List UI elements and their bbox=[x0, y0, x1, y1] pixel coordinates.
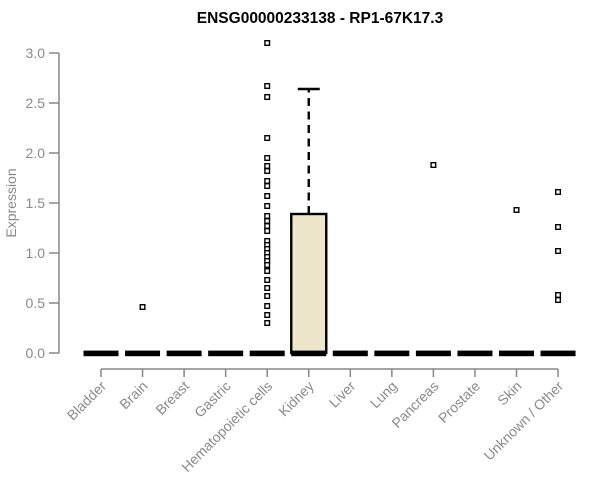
y-tick-label: 0.0 bbox=[26, 345, 46, 361]
median-bar bbox=[166, 350, 202, 357]
box bbox=[290, 212, 328, 355]
y-tick-label: 1.0 bbox=[26, 245, 46, 261]
outlier-point bbox=[264, 285, 271, 292]
outlier-point bbox=[264, 212, 271, 219]
median-bar bbox=[83, 350, 119, 357]
y-tick-label: 3.0 bbox=[26, 45, 46, 61]
median-bar bbox=[332, 350, 368, 357]
chart-title: ENSG00000233138 - RP1-67K17.3 bbox=[197, 10, 444, 27]
median-bar bbox=[249, 350, 285, 357]
median-bar bbox=[374, 350, 410, 357]
x-category-label: Lung bbox=[367, 378, 400, 411]
outlier-point bbox=[264, 182, 271, 189]
outlier-point bbox=[264, 262, 271, 269]
outlier-point bbox=[264, 222, 271, 229]
x-category-label: Prostate bbox=[435, 378, 483, 426]
outlier-point bbox=[555, 188, 562, 195]
median-bar bbox=[125, 350, 161, 357]
outlier-point bbox=[264, 177, 271, 184]
y-tick-label: 1.5 bbox=[26, 195, 46, 211]
outlier-point bbox=[139, 304, 146, 311]
outlier-point bbox=[264, 162, 271, 169]
outlier-point bbox=[555, 292, 562, 299]
x-category-label: Bladder bbox=[64, 378, 110, 424]
x-category-label: Liver bbox=[326, 378, 359, 411]
y-tick-label: 2.0 bbox=[26, 145, 46, 161]
outlier-point bbox=[264, 93, 271, 100]
outlier-point bbox=[264, 227, 271, 234]
outlier-point bbox=[264, 320, 271, 327]
outlier-point bbox=[264, 277, 271, 284]
y-axis-title: Expression bbox=[3, 168, 19, 237]
outlier-point bbox=[555, 223, 562, 230]
outlier-point bbox=[555, 297, 562, 304]
outlier-point bbox=[264, 134, 271, 141]
outlier-point bbox=[264, 202, 271, 209]
x-category-label: Breast bbox=[152, 378, 192, 418]
outlier-point bbox=[264, 303, 271, 310]
y-tick-label: 0.5 bbox=[26, 295, 46, 311]
median-bar bbox=[499, 350, 534, 357]
x-category-label: Unknown / Other bbox=[481, 378, 567, 464]
median-bar bbox=[208, 350, 244, 357]
outlier-point bbox=[430, 161, 437, 168]
y-tick-label: 2.5 bbox=[26, 95, 46, 111]
outlier-point bbox=[264, 217, 271, 224]
median-bar bbox=[457, 350, 493, 357]
outlier-point bbox=[513, 206, 520, 213]
outlier-point bbox=[264, 154, 271, 161]
median-bar bbox=[291, 350, 327, 357]
outlier-point bbox=[264, 82, 271, 89]
x-category-label: Brain bbox=[116, 378, 150, 412]
outlier-point bbox=[264, 293, 271, 300]
outlier-point bbox=[264, 192, 271, 199]
outlier-point bbox=[264, 312, 271, 319]
outlier-point bbox=[555, 247, 562, 254]
median-bar bbox=[540, 350, 576, 357]
outlier-point bbox=[264, 167, 271, 174]
outlier-point bbox=[264, 40, 271, 47]
outlier-point bbox=[264, 268, 271, 275]
median-bar bbox=[415, 350, 451, 357]
x-category-label: Skin bbox=[494, 378, 525, 409]
x-category-label: Kidney bbox=[275, 378, 317, 420]
